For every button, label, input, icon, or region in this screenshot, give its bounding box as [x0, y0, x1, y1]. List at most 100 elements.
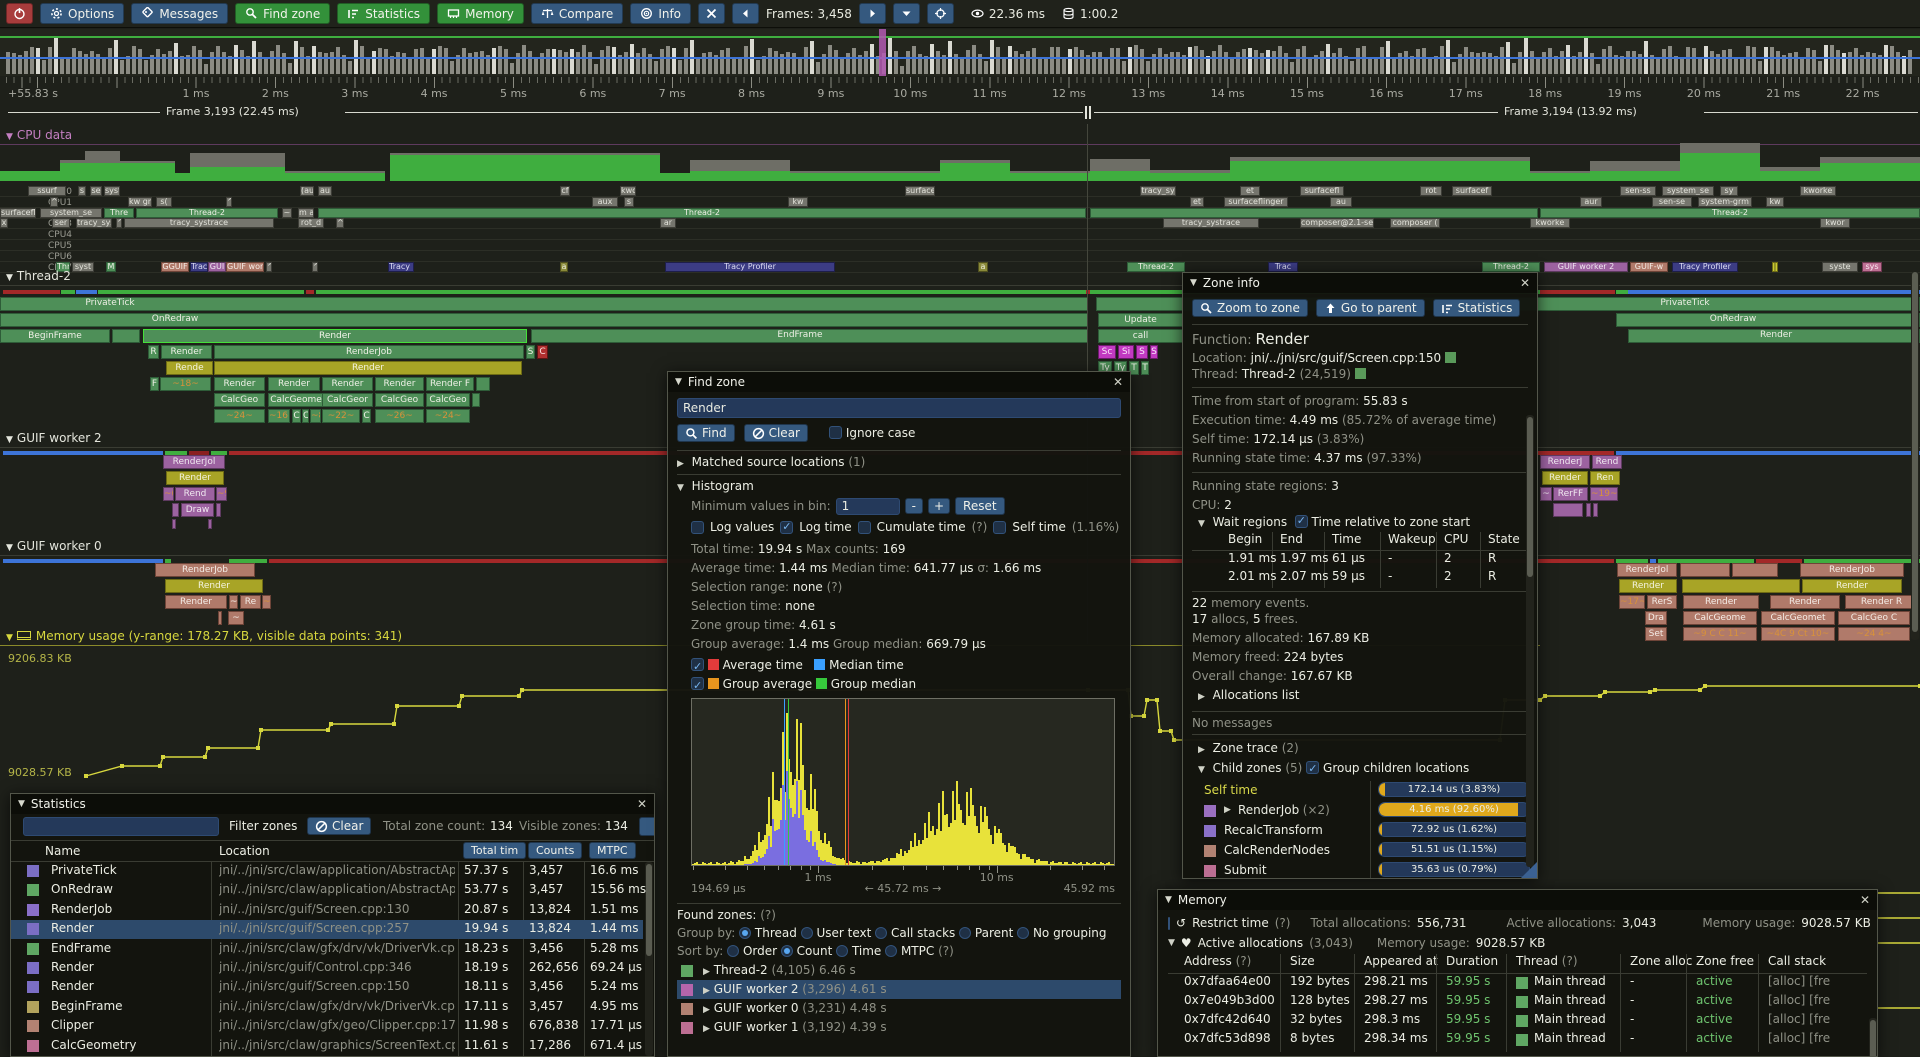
- close-icon[interactable]: ✕: [1519, 276, 1530, 290]
- timeline-zone[interactable]: Rend: [1592, 455, 1622, 469]
- frame-bar[interactable]: [48, 47, 52, 74]
- frame-bar[interactable]: [330, 52, 334, 74]
- statistics-row[interactable]: BeginFrame jni/../jni/src/claw/gfx/drv/vk…: [11, 998, 643, 1017]
- frame-bar[interactable]: [774, 51, 778, 74]
- frame-bar[interactable]: [756, 60, 760, 74]
- frame-bar[interactable]: [1548, 48, 1552, 74]
- timeline-zone[interactable]: composer@2.1-se (Hw: [1300, 218, 1374, 229]
- mem-col-thread[interactable]: Thread (?): [1516, 954, 1578, 968]
- frame-bar[interactable]: [1788, 53, 1792, 74]
- frame-bar[interactable]: [702, 53, 706, 74]
- statistics-button[interactable]: Statistics: [337, 3, 431, 24]
- timeline-zone[interactable]: m a: [298, 207, 314, 218]
- frame-bar[interactable]: [1536, 59, 1540, 74]
- timeline-zone[interactable]: S: [1136, 345, 1148, 359]
- radio-thread[interactable]: [739, 927, 752, 939]
- timeline-zone[interactable]: Render: [322, 377, 373, 391]
- frame-bar[interactable]: [1434, 56, 1438, 74]
- frame-bar[interactable]: [864, 51, 868, 74]
- frame-bar[interactable]: [1590, 53, 1594, 74]
- timeline-zone[interactable]: 24: [214, 409, 265, 423]
- timeline-zone[interactable]: Tracy !: [388, 261, 414, 272]
- frame-bar[interactable]: [228, 56, 232, 74]
- timeline-zone[interactable]: Rende: [166, 361, 213, 375]
- timeline-zone[interactable]: kw: [788, 196, 808, 207]
- frame-bar[interactable]: [978, 54, 982, 74]
- frame-bar[interactable]: [372, 51, 376, 74]
- timeline-zone[interactable]: C: [302, 409, 309, 423]
- timeline-zone[interactable]: sys: [1862, 261, 1882, 272]
- frame-bar[interactable]: [1356, 48, 1360, 74]
- statistics-row[interactable]: OnRedraw jni/../jni/src/claw/application/…: [11, 881, 646, 900]
- frame-bar[interactable]: [780, 54, 784, 74]
- timeline-zone[interactable]: 26: [375, 409, 424, 423]
- frame-bar[interactable]: [1872, 53, 1876, 74]
- timeline-zone[interactable]: tracy_systrace: [124, 218, 274, 229]
- timeline-zone[interactable]: [1680, 563, 1730, 577]
- child-zones-toggle[interactable]: ▼ Child zones (5) Group children locatio…: [1192, 759, 1528, 779]
- frame-bar[interactable]: [456, 55, 460, 74]
- frame-bar[interactable]: [870, 44, 874, 74]
- timeline-zone[interactable]: 19: [1590, 487, 1618, 501]
- frame-bar[interactable]: [1542, 52, 1546, 74]
- frame-bar[interactable]: [1722, 50, 1726, 74]
- frame-bar[interactable]: [1368, 57, 1372, 74]
- frame-bar[interactable]: [1842, 53, 1846, 74]
- frame-bar[interactable]: [1674, 56, 1678, 74]
- statistics-row[interactable]: CalcGeometry jni/../jni/src/claw/graphics…: [11, 1037, 643, 1056]
- frame-bar[interactable]: [234, 45, 238, 74]
- frame-bar[interactable]: [90, 51, 94, 74]
- timeline-zone[interactable]: x: [0, 218, 8, 229]
- frame-bar[interactable]: [816, 62, 820, 74]
- timeline-zone[interactable]: surfaceflinger: [1224, 196, 1288, 207]
- frame-bar[interactable]: [834, 50, 838, 74]
- timeline-zone[interactable]: tracy_sy: [1140, 186, 1176, 196]
- frame-bar[interactable]: [1794, 52, 1798, 74]
- frame-bar[interactable]: [792, 53, 796, 74]
- frame-bar[interactable]: [1302, 46, 1306, 74]
- frame-bar[interactable]: [684, 48, 688, 74]
- col-location[interactable]: Location: [219, 844, 270, 858]
- thread-header-guif-worker-2[interactable]: ▼ GUIF worker 2: [6, 431, 102, 445]
- timeline-zone[interactable]: Ren: [1590, 471, 1620, 485]
- timeline-zone[interactable]: ^: [226, 196, 232, 207]
- frame-bar[interactable]: [1272, 51, 1276, 74]
- frame-bar[interactable]: [612, 47, 616, 74]
- radio-count[interactable]: [780, 945, 793, 957]
- timeline-zone[interactable]: ser: [52, 218, 70, 229]
- frame-bar[interactable]: [72, 48, 76, 74]
- frame-bar[interactable]: [564, 52, 568, 74]
- timeline-zone[interactable]: RenderJ: [1540, 455, 1590, 469]
- timeline-zone[interactable]: 4C 9 Ct 10: [1761, 627, 1835, 641]
- location-swatch[interactable]: [1445, 352, 1456, 363]
- mem-col-appeared-at[interactable]: Appeared at: [1364, 954, 1438, 968]
- frame-bar[interactable]: [1500, 47, 1504, 74]
- frame-bar[interactable]: [1716, 54, 1720, 74]
- timeline-zone[interactable]: [216, 503, 221, 517]
- collapse-icon[interactable]: ▼: [18, 799, 25, 809]
- frame-bar[interactable]: [1692, 48, 1696, 74]
- timeline-zone[interactable]: Tracy Profiler: [1672, 261, 1738, 272]
- zone-info-titlebar[interactable]: ▼ Zone info ✕: [1183, 273, 1537, 293]
- timeline-zone[interactable]: RerFF: [1553, 487, 1588, 501]
- timeline-zone[interactable]: s: [624, 196, 634, 207]
- timeline-zone[interactable]: 24 4: [1838, 627, 1910, 641]
- frame-bar[interactable]: [828, 45, 832, 74]
- radio-parent[interactable]: [959, 927, 972, 939]
- allocation-row[interactable]: 0x7e049b3d00 128 bytes 298.27 ms 59.95 s Mai…: [1168, 993, 1867, 1012]
- statistics-row[interactable]: RenderJob jni/../jni/src/guif/Screen.cpp:…: [11, 901, 643, 920]
- frame-bar[interactable]: [594, 64, 598, 74]
- frame-bar[interactable]: [1314, 55, 1318, 74]
- frame-bar[interactable]: [240, 50, 244, 74]
- expand-icon[interactable]: ▶: [1224, 805, 1231, 815]
- frame-bar[interactable]: [1134, 45, 1138, 74]
- frame-bar[interactable]: [522, 45, 526, 74]
- frame-bar[interactable]: [1620, 56, 1624, 74]
- thread-swatch[interactable]: [1354, 368, 1366, 379]
- focus-frame-button[interactable]: [926, 3, 954, 24]
- frame-bar[interactable]: [444, 48, 448, 74]
- timeline-zone[interactable]: [208, 519, 212, 529]
- frame-bar[interactable]: [1380, 47, 1384, 74]
- timeline-zone[interactable]: kw gm: [128, 196, 152, 207]
- timeline-zone[interactable]: Tracy Profiler: [665, 261, 835, 272]
